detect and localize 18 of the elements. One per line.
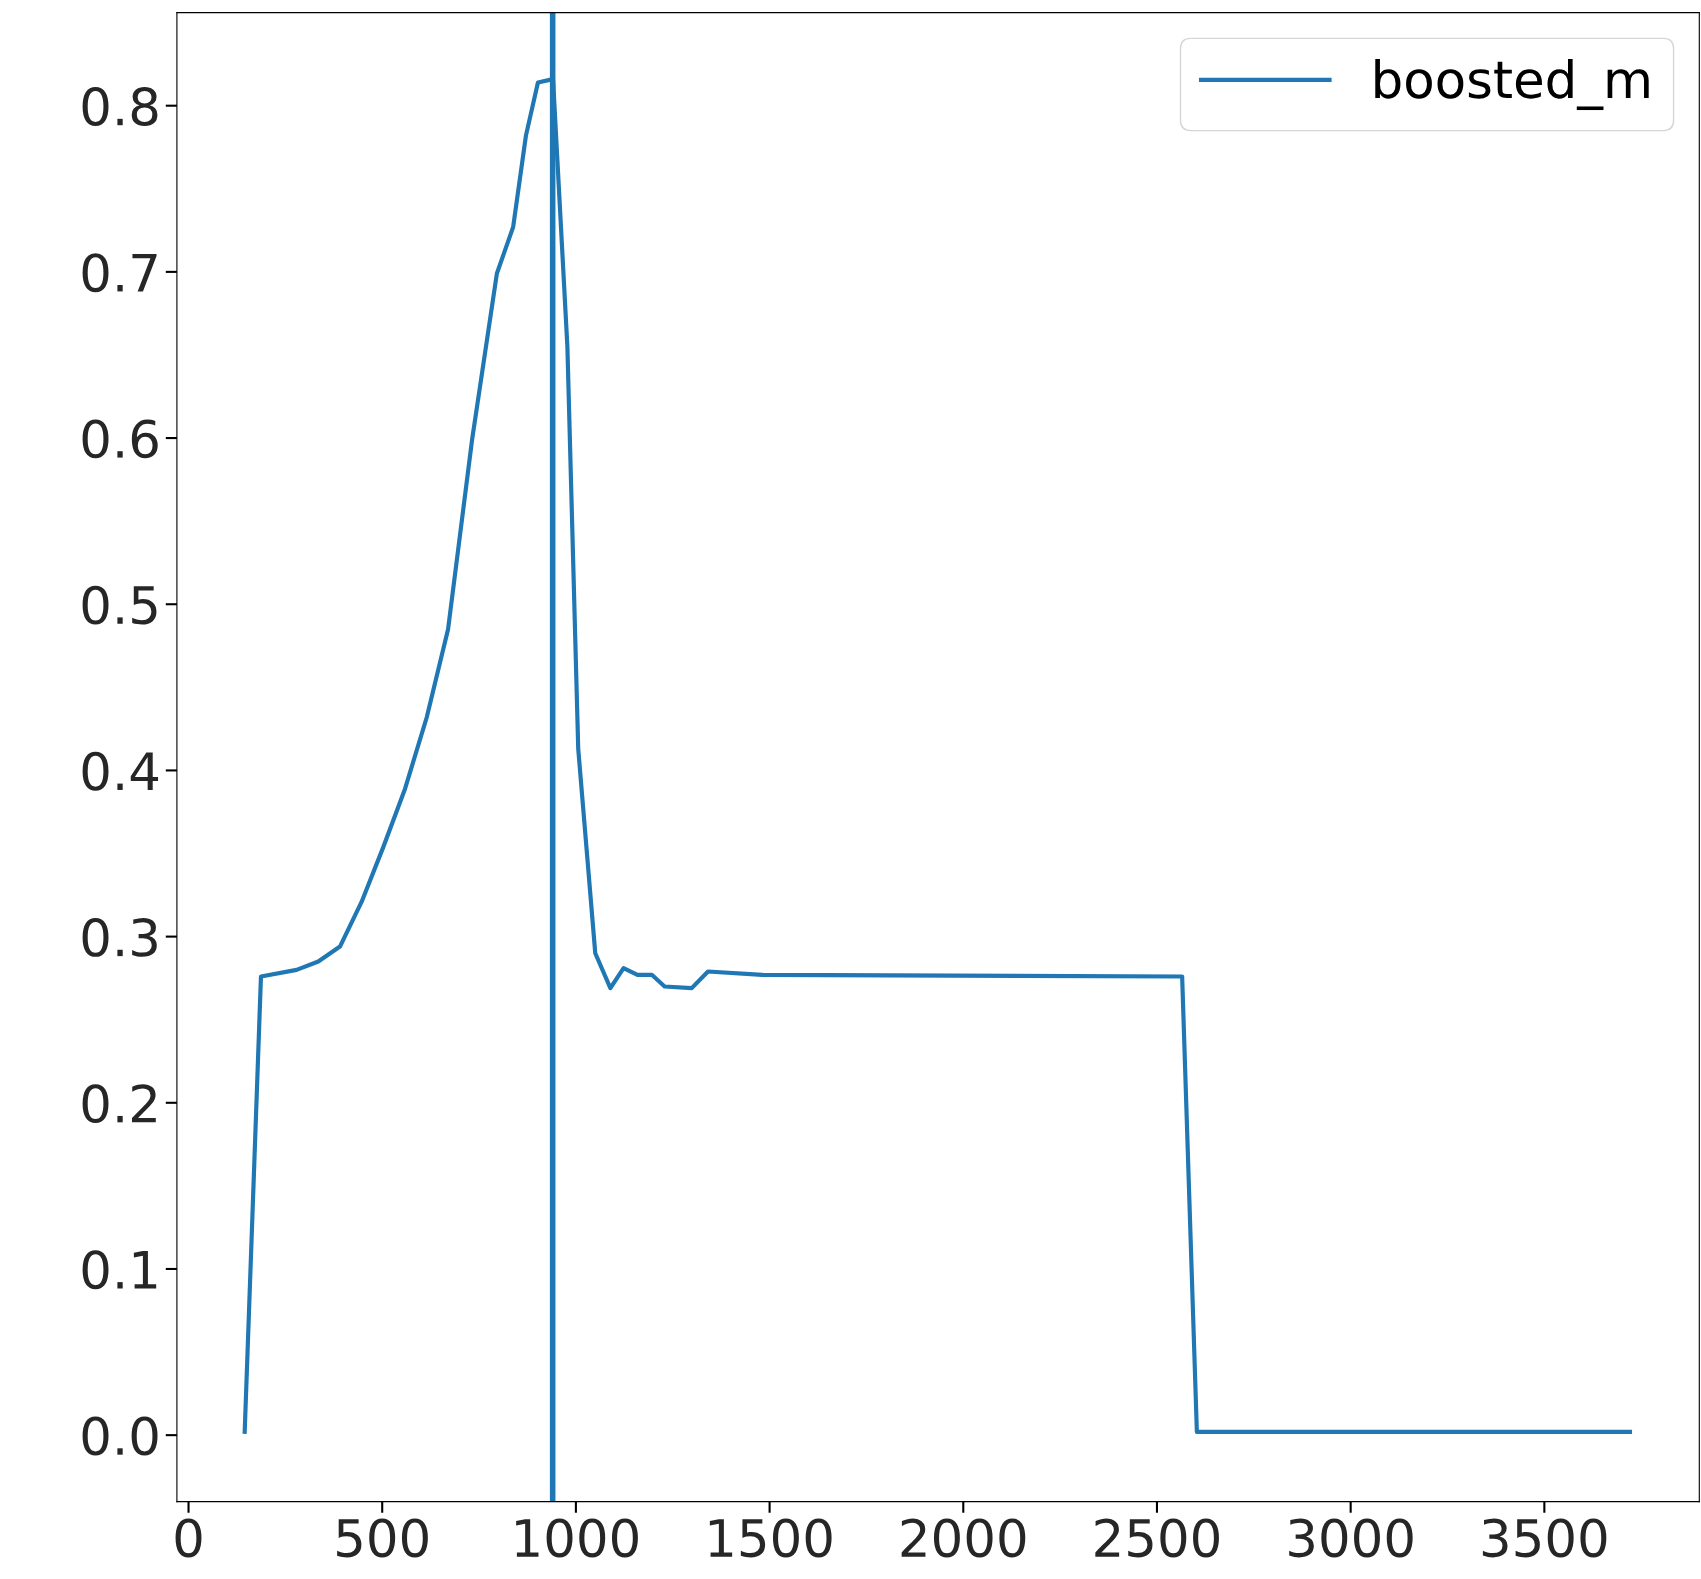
y-tick-label: 0.6 xyxy=(82,419,158,459)
x-tick-label: 2000 xyxy=(901,1518,1026,1558)
x-tick-label: 3500 xyxy=(1482,1518,1607,1558)
x-tick-label: 0 xyxy=(175,1518,202,1558)
y-tick-label: 0.2 xyxy=(82,1084,156,1124)
x-tick-label: 3000 xyxy=(1289,1518,1413,1558)
y-tick-label: 0.3 xyxy=(82,917,157,957)
y-tick-label: 0.5 xyxy=(82,585,157,625)
x-tick-label: 2500 xyxy=(1095,1518,1219,1558)
y-tick-label: 0.8 xyxy=(82,87,158,126)
y-tick-label: 0.1 xyxy=(82,1250,157,1290)
x-tick-label: 500 xyxy=(337,1518,428,1558)
x-tick-label: 1000 xyxy=(516,1518,638,1558)
y-tick-label: 0.0 xyxy=(82,1416,158,1456)
y-tick-label: 0.4 xyxy=(82,751,159,791)
legend-label: boosted_m xyxy=(1375,58,1649,111)
x-tick-label: 1500 xyxy=(709,1518,832,1558)
y-tick-label: 0.7 xyxy=(82,253,157,293)
